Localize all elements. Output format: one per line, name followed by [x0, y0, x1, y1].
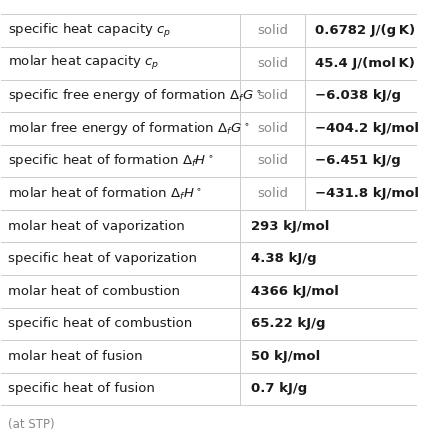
Text: specific heat of formation $\Delta_{f}H^\circ$: specific heat of formation $\Delta_{f}H^… — [7, 153, 213, 170]
Text: −6.451 kJ/g: −6.451 kJ/g — [314, 154, 400, 167]
Text: specific heat of combustion: specific heat of combustion — [7, 317, 191, 330]
Text: specific heat capacity $c_p$: specific heat capacity $c_p$ — [7, 22, 170, 40]
Text: molar free energy of formation $\Delta_{f}G^\circ$: molar free energy of formation $\Delta_{… — [7, 120, 249, 137]
Text: 4366 kJ/mol: 4366 kJ/mol — [250, 285, 338, 298]
Text: molar heat of fusion: molar heat of fusion — [7, 350, 142, 363]
Text: molar heat of vaporization: molar heat of vaporization — [7, 220, 184, 232]
Text: −404.2 kJ/mol: −404.2 kJ/mol — [314, 122, 418, 135]
Text: 293 kJ/mol: 293 kJ/mol — [250, 220, 328, 232]
Text: solid: solid — [257, 89, 287, 102]
Text: molar heat of combustion: molar heat of combustion — [7, 285, 179, 298]
Text: specific free energy of formation $\Delta_{f}G^\circ$: specific free energy of formation $\Delt… — [7, 87, 261, 104]
Text: solid: solid — [257, 154, 287, 167]
Text: solid: solid — [257, 122, 287, 135]
Text: solid: solid — [257, 187, 287, 200]
Text: molar heat of formation $\Delta_{f}H^\circ$: molar heat of formation $\Delta_{f}H^\ci… — [7, 185, 201, 201]
Text: specific heat of vaporization: specific heat of vaporization — [7, 252, 196, 265]
Text: (at STP): (at STP) — [7, 418, 54, 431]
Text: 0.7 kJ/g: 0.7 kJ/g — [250, 382, 306, 395]
Text: molar heat capacity $c_p$: molar heat capacity $c_p$ — [7, 54, 159, 72]
Text: 65.22 kJ/g: 65.22 kJ/g — [250, 317, 325, 330]
Text: −431.8 kJ/mol: −431.8 kJ/mol — [314, 187, 418, 200]
Text: 4.38 kJ/g: 4.38 kJ/g — [250, 252, 316, 265]
Text: specific heat of fusion: specific heat of fusion — [7, 382, 154, 395]
Text: 0.6782 J/(g K): 0.6782 J/(g K) — [314, 24, 414, 37]
Text: 50 kJ/mol: 50 kJ/mol — [250, 350, 319, 363]
Text: 45.4 J/(mol K): 45.4 J/(mol K) — [314, 57, 414, 70]
Text: solid: solid — [257, 24, 287, 37]
Text: solid: solid — [257, 57, 287, 70]
Text: −6.038 kJ/g: −6.038 kJ/g — [314, 89, 400, 102]
